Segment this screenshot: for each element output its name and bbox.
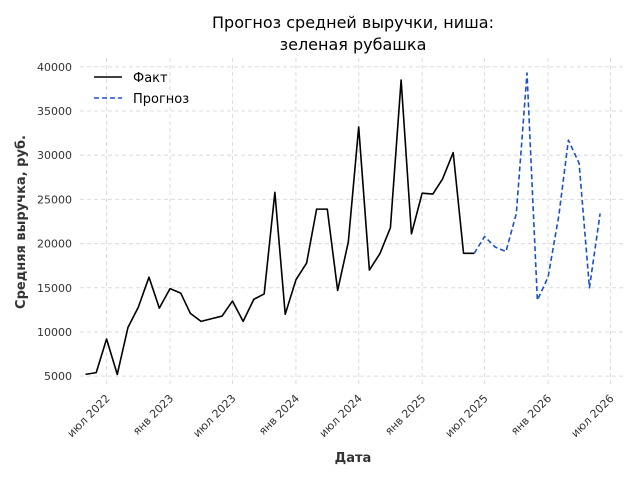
x-tick-label: янв 2024: [256, 392, 302, 438]
chart-title-line-1: Прогноз средней выручки, ниша:: [212, 13, 494, 32]
y-axis-label: Средняя выручка, руб.: [14, 135, 29, 309]
y-tick-label: 40000: [37, 61, 72, 74]
y-tick-label: 35000: [37, 105, 72, 118]
chart-title-line-2: зеленая рубашка: [280, 35, 427, 54]
y-tick-label: 20000: [37, 238, 72, 251]
x-axis-label: Дата: [335, 451, 372, 466]
x-tick-label: июл 2025: [443, 392, 491, 440]
legend: Факт Прогноз: [94, 71, 189, 107]
y-tick-label: 15000: [37, 282, 72, 295]
legend-label: Прогноз: [133, 92, 189, 107]
series-layer: [85, 72, 601, 376]
y-tick-label: 10000: [37, 326, 72, 339]
y-tick-label: 30000: [37, 149, 72, 162]
grid: [80, 58, 626, 385]
x-tick-label: янв 2026: [508, 392, 554, 438]
x-tick-label: июл 2026: [569, 392, 617, 440]
x-axis-ticks: июл 2022 янв 2023 июл 2023 янв 2024 июл 2024…: [65, 392, 617, 440]
series-line-forecast: [473, 72, 601, 301]
x-tick-label: июл 2022: [65, 392, 113, 440]
y-tick-label: 25000: [37, 193, 72, 206]
legend-label: Факт: [133, 71, 168, 86]
x-tick-label: июл 2024: [317, 392, 365, 440]
series-line-actual: [85, 79, 475, 376]
x-tick-label: янв 2023: [130, 392, 176, 438]
x-tick-label: июл 2023: [191, 392, 239, 440]
x-tick-label: янв 2025: [382, 392, 428, 438]
y-tick-label: 5000: [44, 370, 72, 383]
y-axis-ticks: 5000 10000 15000 20000 25000 30000 35000 40000: [37, 61, 72, 383]
